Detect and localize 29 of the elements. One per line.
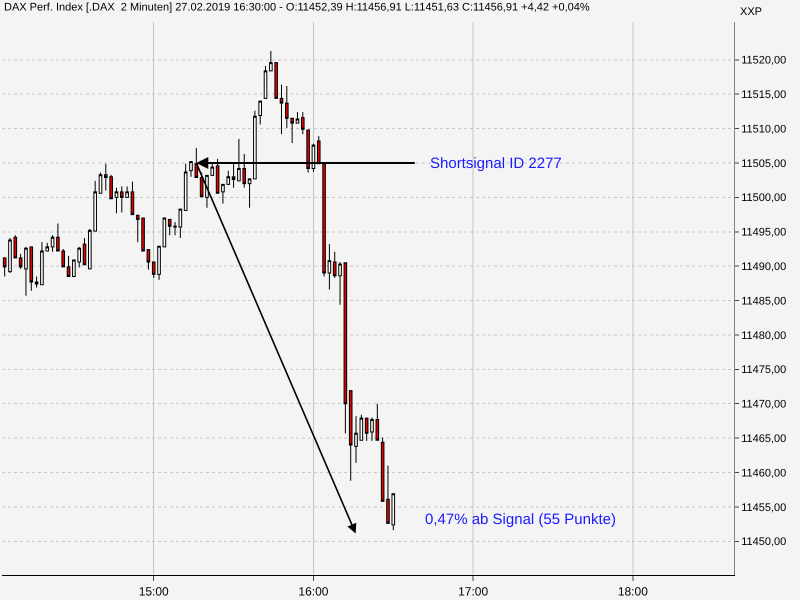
x-tick-label: 17:00 xyxy=(458,584,488,598)
annotation: Shortsignal ID 2277 xyxy=(430,155,562,172)
y-tick-label: 11465,00 xyxy=(741,432,786,445)
x-tick-label: 16:00 xyxy=(298,584,329,598)
y-tick-label: 11450,00 xyxy=(741,536,786,548)
x-tick-label: 15:00 xyxy=(138,584,170,598)
annotation: 0,47% ab Signal (55 Punkte) xyxy=(425,511,616,528)
y-tick-label: 11515,00 xyxy=(741,89,786,102)
y-tick-label: 11485,00 xyxy=(741,295,786,308)
y-tick-label: 11490,00 xyxy=(741,261,786,274)
y-tick-label: 11510,00 xyxy=(741,123,786,136)
candlestick xyxy=(226,170,230,185)
candlestick xyxy=(45,242,50,252)
text: XXP xyxy=(740,6,762,18)
chart-title: DAX Perf. Index [.DAX 2 Minuten] 27.02.2019 16:30:00 - O:11452,39 H:11456,91 L:11451,63 C:11456,91 +4,42 +0,04% xyxy=(4,2,590,14)
candlestick xyxy=(258,100,262,125)
y-tick-label: 11455,00 xyxy=(741,502,786,514)
y-tick-label: 11480,00 xyxy=(741,330,786,342)
y-tick-label: 11470,00 xyxy=(741,398,786,411)
y-tick-label: 11520,00 xyxy=(741,54,786,67)
candlestick xyxy=(136,214,140,243)
y-tick-label: 11475,00 xyxy=(741,364,786,376)
y-tick-label: 11460,00 xyxy=(741,467,786,480)
y-tick-label: 11505,00 xyxy=(741,158,786,170)
y-tick-label: 11500,00 xyxy=(741,192,786,204)
candlestick xyxy=(332,251,337,278)
x-tick-label: 18:00 xyxy=(618,584,648,598)
candlestick xyxy=(184,163,188,211)
y-tick-label: 11495,00 xyxy=(741,226,786,239)
